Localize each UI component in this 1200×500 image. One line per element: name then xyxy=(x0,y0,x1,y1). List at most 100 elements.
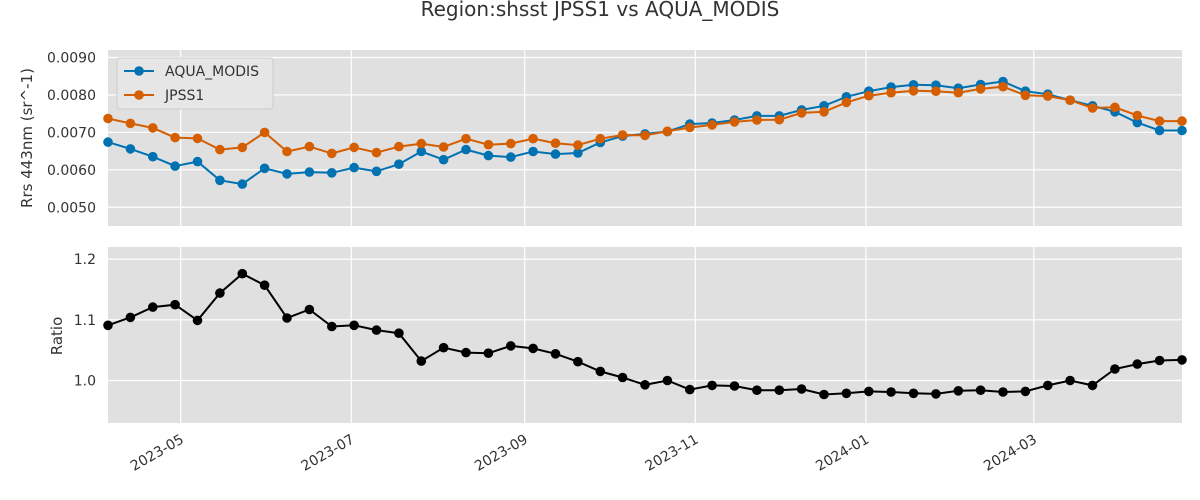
jpss1-point xyxy=(461,133,471,144)
legend-aqua-modis-marker xyxy=(134,66,144,76)
jpss1-point xyxy=(1043,91,1053,101)
jpss1-point xyxy=(774,114,785,125)
ratio-point xyxy=(975,385,986,396)
jpss1-point xyxy=(349,142,359,153)
rrs-panel: 0.0050 0.0060 0.0070 0.0080 0.0090 Rrs 443nm… xyxy=(18,50,1187,226)
ratio-y-tick-label: 1.0 xyxy=(74,374,96,390)
ratio-point xyxy=(528,343,538,354)
jpss1-point xyxy=(595,133,606,144)
legend-jpss1-label: JPSS1 xyxy=(164,88,204,104)
jpss1-point xyxy=(1132,110,1143,121)
aqua-modis-point xyxy=(327,168,337,178)
ratio-y-ticks: 1.0 1.1 1.2 xyxy=(74,252,96,389)
ratio-point xyxy=(215,288,225,298)
ratio-point xyxy=(1154,355,1165,366)
x-tick-label: 2023-05 xyxy=(128,432,187,475)
ratio-point xyxy=(841,388,852,399)
jpss1-point xyxy=(483,139,494,150)
jpss1-point xyxy=(1065,95,1075,105)
jpss1-point xyxy=(327,148,337,159)
jpss1-point xyxy=(215,144,225,155)
rrs-y-tick-label: 0.0060 xyxy=(47,163,96,179)
jpss1-point xyxy=(259,127,270,138)
x-tick-label: 2023-09 xyxy=(472,432,531,475)
jpss1-point xyxy=(550,138,561,148)
ratio-point xyxy=(192,315,203,326)
aqua-modis-point xyxy=(304,167,315,177)
aqua-modis-point xyxy=(1154,125,1165,136)
jpss1-point xyxy=(864,90,874,101)
jpss1-point xyxy=(1177,116,1187,126)
jpss1-point xyxy=(506,138,516,149)
figure-title: Region:shsst JPSS1 vs AQUA_MODIS xyxy=(421,0,780,21)
aqua-modis-point xyxy=(394,159,404,169)
ratio-point xyxy=(752,385,762,396)
rrs-y-tick-label: 0.0090 xyxy=(47,50,96,66)
ratio-point xyxy=(864,386,874,397)
ratio-point xyxy=(438,342,449,353)
ratio-point xyxy=(908,388,919,399)
ratio-panel: 1.0 1.1 1.2 Ratio xyxy=(48,247,1187,423)
ratio-point xyxy=(1110,364,1120,374)
legend: AQUA_MODIS JPSS1 xyxy=(116,57,274,110)
aqua-modis-point xyxy=(438,154,449,165)
ratio-y-tick-label: 1.1 xyxy=(74,313,96,329)
ratio-point xyxy=(819,389,829,400)
x-tick-label: 2024-01 xyxy=(813,432,872,475)
aqua-modis-point xyxy=(170,161,180,171)
ratio-series xyxy=(103,268,1187,400)
jpss1-point xyxy=(170,132,180,143)
jpss1-point xyxy=(752,115,762,125)
aqua-modis-point xyxy=(148,151,158,162)
jpss1-point xyxy=(1020,90,1031,101)
ratio-point xyxy=(282,313,292,323)
ratio-point xyxy=(640,380,650,390)
jpss1-point xyxy=(192,133,203,144)
rrs-y-tick-label: 0.0070 xyxy=(47,125,96,141)
aqua-modis-point xyxy=(103,137,113,147)
jpss1-point xyxy=(617,130,628,140)
aqua-modis-point xyxy=(349,162,359,173)
ratio-point xyxy=(259,280,270,291)
x-tick-label: 2024-03 xyxy=(981,432,1040,475)
aqua-modis-point xyxy=(1177,125,1187,136)
rrs-y-tick-label: 0.0080 xyxy=(47,88,96,104)
jpss1-point xyxy=(304,141,315,152)
jpss1-point xyxy=(103,113,113,124)
jpss1-point xyxy=(841,97,852,108)
jpss1-point xyxy=(148,123,158,133)
ratio-plot-area xyxy=(108,247,1182,423)
ratio-point xyxy=(416,356,427,366)
jpss1-point xyxy=(707,120,717,130)
ratio-point xyxy=(931,389,941,399)
aqua-modis-point xyxy=(528,146,538,157)
aqua-modis-point xyxy=(550,149,561,159)
ratio-point xyxy=(685,384,695,395)
ratio-point xyxy=(662,375,673,386)
ratio-point xyxy=(483,348,494,359)
aqua-modis-point xyxy=(237,179,248,189)
jpss1-point xyxy=(1154,116,1165,126)
aqua-modis-point xyxy=(215,175,225,186)
legend-box xyxy=(116,57,274,110)
x-tick-label: 2023-11 xyxy=(643,432,702,475)
ratio-point xyxy=(796,384,807,394)
jpss1-point xyxy=(998,81,1008,92)
ratio-point xyxy=(998,387,1008,397)
jpss1-point xyxy=(796,108,807,118)
rrs-y-ticks: 0.0050 0.0060 0.0070 0.0080 0.0090 xyxy=(47,50,96,216)
ratio-y-tick-label: 1.2 xyxy=(74,252,96,268)
ratio-point xyxy=(1020,386,1031,397)
ratio-point xyxy=(506,341,516,351)
rrs-series xyxy=(103,76,1187,189)
ratio-point xyxy=(595,366,606,377)
jpss1-point xyxy=(394,141,404,152)
jpss1-point xyxy=(908,86,919,96)
ratio-point xyxy=(1065,375,1075,386)
jpss1-point xyxy=(662,126,673,137)
ratio-point xyxy=(1043,380,1053,391)
ratio-point xyxy=(707,380,717,391)
ratio-point xyxy=(886,387,896,397)
ratio-point xyxy=(148,302,158,312)
